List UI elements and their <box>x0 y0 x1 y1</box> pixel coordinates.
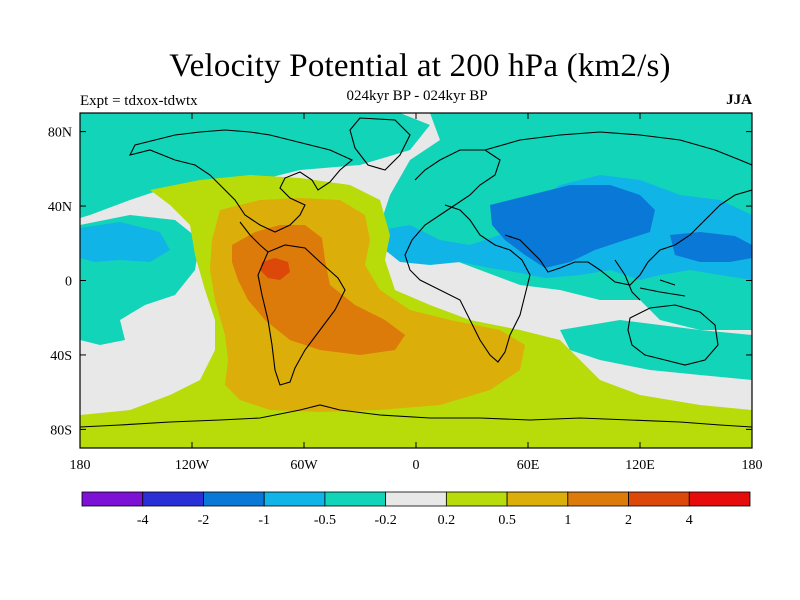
y-axis-ticks: 80N 40N 0 40S 80S <box>48 126 752 438</box>
colorbar-swatch <box>263 491 326 507</box>
coastline-asia <box>484 131 752 286</box>
colorbar-swatch <box>385 491 447 507</box>
colorbar-label: 0.2 <box>438 513 456 528</box>
x-tick-label: 60E <box>517 458 540 473</box>
y-tick-label: 40N <box>48 200 72 215</box>
y-tick-label: 0 <box>65 275 72 290</box>
colorbar-label: -2 <box>198 513 210 528</box>
colorbar-label: 1 <box>564 513 571 528</box>
colorbar-label: -1 <box>258 513 270 528</box>
colorbar: -4 -2 -1 -0.5 -0.2 0.2 0.5 1 2 4 <box>81 491 751 528</box>
blue-core-asia <box>490 185 655 268</box>
colorbar-swatch <box>567 491 629 507</box>
colorbar-label: -0.2 <box>375 513 397 528</box>
chart-title: Velocity Potential at 200 hPa (km2/s) <box>169 48 671 84</box>
coastline-south-america <box>257 244 346 386</box>
chart-subtitle: 024kyr BP - 024kyr BP <box>346 88 488 104</box>
coastline-australia <box>627 304 719 366</box>
coastline-europe-africa <box>404 149 531 363</box>
experiment-label: Expt = tdxox-tdwtx <box>80 93 198 109</box>
colorbar-swatch <box>324 491 387 507</box>
y-tick-label: 40S <box>50 349 72 364</box>
colorbar-swatch <box>142 491 204 507</box>
x-tick-label: 0 <box>413 458 420 473</box>
coastline-north-america <box>128 129 354 233</box>
colorbar-label: 0.5 <box>498 513 516 528</box>
teal-region-north-pacific <box>80 113 430 218</box>
colorbar-swatch <box>81 491 144 507</box>
coastline-greenland <box>349 117 411 171</box>
coastline-central-america <box>239 221 269 253</box>
red-core-amazon <box>260 258 290 280</box>
colorbar-label: 2 <box>625 513 632 528</box>
x-tick-label: 180 <box>70 458 91 473</box>
colorbar-label: 4 <box>686 513 693 528</box>
x-tick-label: 120E <box>625 458 655 473</box>
blue-core-west-pacific <box>670 232 752 262</box>
coastline-antarctica <box>80 404 752 428</box>
x-tick-label: 60W <box>290 458 318 473</box>
teal-region-indian-ocean <box>560 320 752 380</box>
x-tick-label: 120W <box>175 458 210 473</box>
colorbar-swatch <box>688 491 751 507</box>
coastlines <box>80 117 752 428</box>
colorbar-swatch <box>445 491 508 507</box>
light-blue-region-pacific <box>80 222 170 262</box>
colorbar-label: -0.5 <box>314 513 336 528</box>
x-axis-ticks: 180 120W 60W 0 60E 120E 180 <box>70 113 763 473</box>
coastline-indochina <box>614 259 641 301</box>
season-label: JJA <box>726 92 752 108</box>
colorbar-swatch <box>203 491 265 507</box>
coastline-maritime <box>639 279 686 297</box>
x-tick-label: 180 <box>742 458 763 473</box>
colorbar-swatch <box>628 491 690 507</box>
y-tick-label: 80S <box>50 423 72 438</box>
colorbar-label: -4 <box>137 513 149 528</box>
orange-region-south-america <box>232 225 405 355</box>
colorbar-swatch <box>506 491 569 507</box>
contour-fill-layer <box>80 113 752 448</box>
y-tick-label: 80N <box>48 126 72 141</box>
